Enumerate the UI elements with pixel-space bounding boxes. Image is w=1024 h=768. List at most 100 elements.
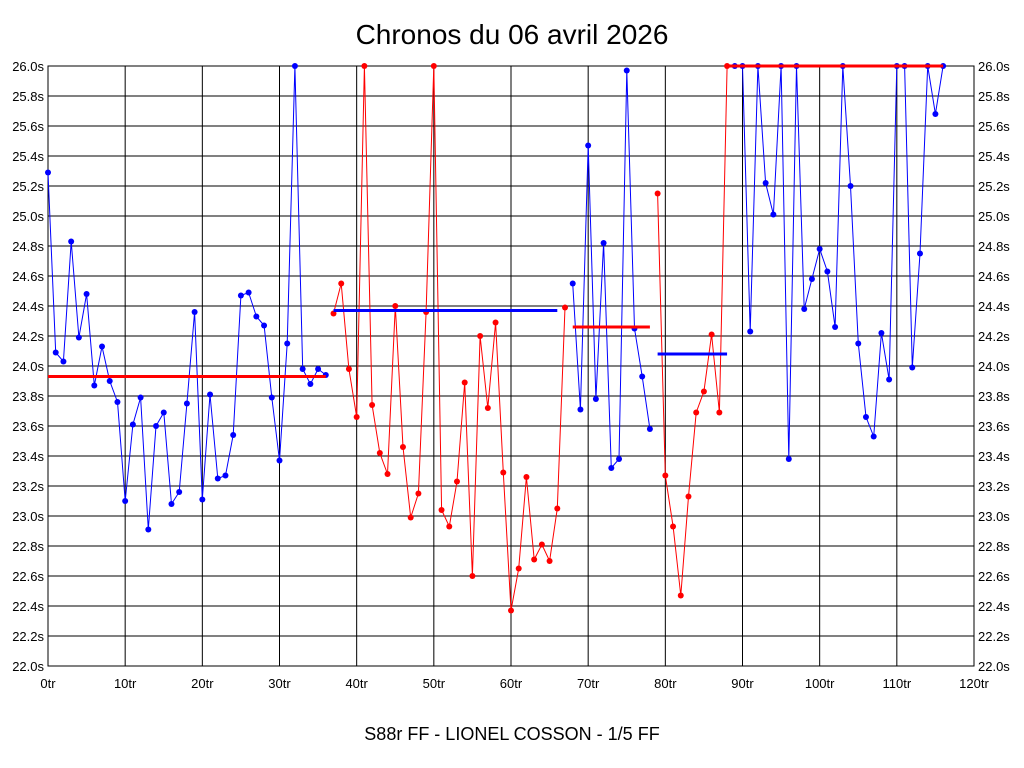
x-tick-label: 50tr	[423, 676, 446, 691]
y-tick-label-right: 24.0s	[978, 359, 1010, 374]
data-point	[932, 111, 939, 117]
data-point	[237, 292, 244, 299]
y-tick-label-right: 23.0s	[978, 509, 1010, 524]
x-tick-label: 40tr	[345, 676, 368, 691]
data-point	[531, 556, 538, 563]
y-tick-label-left: 23.4s	[12, 449, 44, 464]
data-point	[461, 379, 468, 386]
data-point	[816, 246, 823, 252]
y-tick-label-right: 24.4s	[978, 299, 1010, 314]
y-tick-label-right: 23.4s	[978, 449, 1010, 464]
y-tick-label-right: 25.8s	[978, 89, 1010, 104]
x-tick-label: 120tr	[959, 676, 989, 691]
x-tick-label: 110tr	[882, 676, 911, 691]
data-point	[670, 523, 677, 530]
y-tick-label-right: 25.4s	[978, 149, 1010, 164]
data-point	[546, 558, 553, 564]
data-point	[114, 399, 121, 405]
y-tick-label-right: 22.8s	[978, 539, 1010, 554]
y-tick-label-right: 26.0s	[978, 59, 1010, 74]
y-tick-label-left: 22.2s	[12, 629, 44, 644]
data-point	[199, 496, 206, 503]
y-tick-label-left: 25.8s	[12, 89, 44, 104]
y-tick-label-left: 23.0s	[12, 509, 44, 524]
y-tick-label-left: 25.4s	[12, 149, 44, 164]
x-tick-label: 10tr	[114, 676, 137, 691]
y-tick-label-left: 25.0s	[12, 209, 44, 224]
data-point	[284, 340, 291, 347]
data-point	[369, 402, 376, 408]
data-point	[538, 541, 545, 548]
data-point	[685, 493, 692, 500]
x-tick-label: 70tr	[577, 676, 600, 691]
data-point	[230, 432, 237, 438]
y-tick-label-left: 22.4s	[12, 599, 44, 614]
data-point	[623, 67, 630, 74]
x-tick-label: 80tr	[654, 676, 677, 691]
y-tick-label-left: 24.4s	[12, 299, 44, 314]
y-tick-label-right: 22.4s	[978, 599, 1010, 614]
data-point	[392, 303, 399, 309]
data-point	[176, 489, 183, 495]
y-tick-label-right: 22.6s	[978, 569, 1010, 584]
data-point	[122, 498, 129, 504]
data-point	[662, 472, 669, 479]
y-tick-label-left: 23.6s	[12, 419, 44, 434]
data-point	[268, 394, 275, 401]
data-point	[129, 421, 136, 428]
y-tick-label-right: 23.6s	[978, 419, 1010, 434]
data-point	[415, 490, 422, 497]
data-point	[762, 180, 769, 186]
data-point	[677, 592, 684, 599]
y-tick-label-right: 23.2s	[978, 479, 1010, 494]
data-point	[785, 456, 792, 462]
data-point	[214, 475, 221, 482]
data-point	[569, 280, 576, 287]
data-point	[554, 505, 561, 512]
data-point	[708, 331, 715, 338]
y-tick-label-right: 24.8s	[978, 239, 1010, 254]
data-point	[207, 391, 214, 398]
series-line-3	[657, 65, 728, 596]
data-point	[747, 328, 754, 335]
data-point	[862, 414, 869, 420]
data-point	[446, 523, 453, 530]
data-point	[106, 378, 113, 384]
series-line-0	[47, 65, 327, 530]
chart-title: Chronos du 06 avril 2026	[356, 19, 669, 50]
data-point	[160, 409, 167, 416]
data-point	[168, 501, 175, 507]
y-tick-label-right: 23.8s	[978, 389, 1010, 404]
data-point	[45, 169, 51, 176]
data-point	[909, 364, 916, 371]
data-point	[824, 268, 831, 275]
data-point	[361, 63, 368, 69]
data-point	[870, 433, 877, 440]
y-tick-label-left: 22.8s	[12, 539, 44, 554]
data-point	[492, 319, 499, 326]
y-tick-label-left: 25.6s	[12, 119, 44, 134]
data-point	[523, 474, 530, 480]
data-point	[562, 304, 569, 311]
data-point	[315, 366, 322, 372]
y-tick-label-right: 25.0s	[978, 209, 1010, 224]
y-tick-label-left: 24.8s	[12, 239, 44, 254]
y-tick-label-left: 24.2s	[12, 329, 44, 344]
mean-lines	[48, 64, 944, 378]
chart-subtitle: S88r FF - LIONEL COSSON - 1/5 FF	[364, 724, 659, 744]
data-point	[399, 444, 406, 450]
data-point	[832, 324, 839, 330]
data-point	[407, 514, 414, 521]
data-point	[68, 238, 75, 245]
data-point	[438, 507, 445, 513]
data-point	[600, 240, 607, 246]
data-point	[60, 358, 67, 365]
data-point	[700, 388, 707, 395]
y-tick-label-right: 25.2s	[978, 179, 1010, 194]
y-tick-label-left: 25.2s	[12, 179, 44, 194]
data-point	[91, 382, 98, 389]
data-point	[608, 465, 615, 471]
data-point	[469, 573, 476, 579]
